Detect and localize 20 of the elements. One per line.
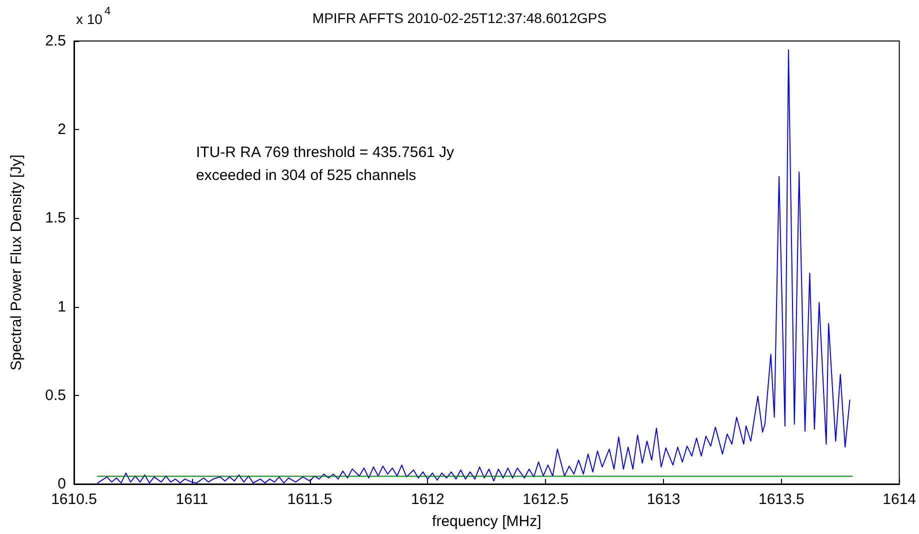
y-tick-label: 0 [58,476,66,492]
y-tick-label: 1 [58,298,66,316]
x-tick-label: 1611.5 [287,491,332,508]
x-axis-title: frequency [MHz] [432,513,542,530]
chart-title: MPIFR AFFTS 2010-02-25T12:37:48.6012GPS [312,10,607,26]
y-tick-label: 0.5 [45,386,66,404]
x-tick-label: 1611 [176,491,208,508]
x-tick-label: 1612.5 [522,491,569,508]
annotation: exceeded in 304 of 525 channels [196,167,416,184]
y-tick-label: 2.5 [45,32,66,50]
x-tick-label: 1610.5 [51,491,97,508]
annotation: ITU-R RA 769 threshold = 435.7561 Jy [196,144,455,161]
y-tick-label: 1.5 [45,210,66,227]
x-tick-label: 1612 [411,491,444,508]
x-tick-label: 1614 [882,491,916,508]
y-axis-title: Spectral Power Flux Density [Jy] [8,154,25,370]
x-tick-label: 1613 [646,491,680,508]
y-tick-label: 2 [58,121,66,138]
line-series [97,49,850,484]
x-tick-label: 1613.5 [758,491,804,508]
